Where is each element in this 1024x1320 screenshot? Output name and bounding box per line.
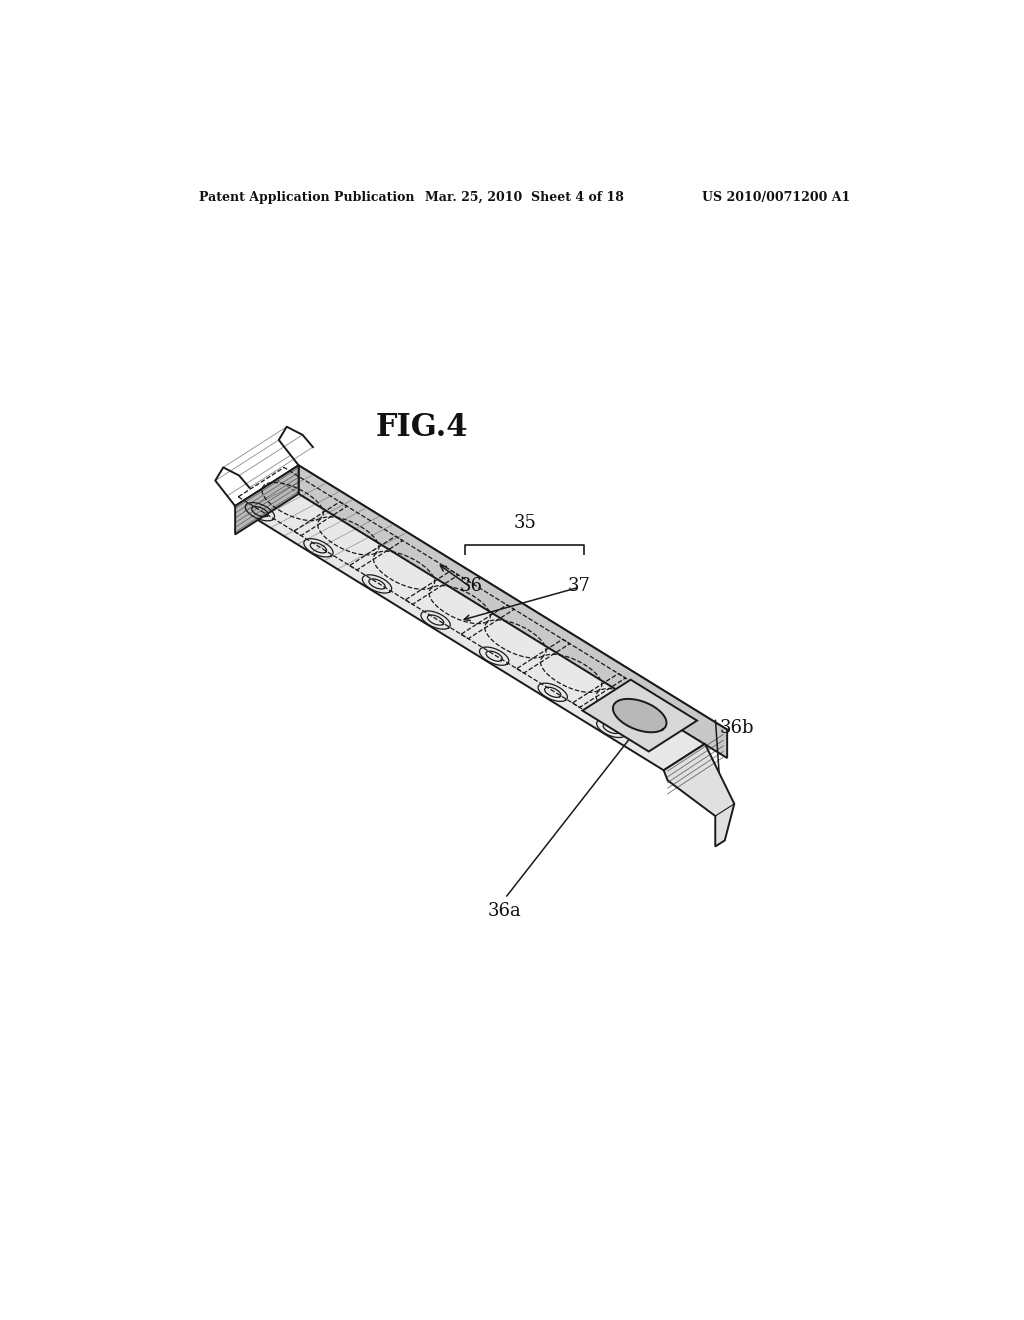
Polygon shape xyxy=(236,466,299,535)
Text: 35: 35 xyxy=(513,515,537,532)
Polygon shape xyxy=(583,680,697,751)
Text: US 2010/0071200 A1: US 2010/0071200 A1 xyxy=(701,191,850,203)
Polygon shape xyxy=(299,466,727,758)
Text: 37: 37 xyxy=(567,577,590,595)
Text: Patent Application Publication: Patent Application Publication xyxy=(200,191,415,203)
Text: 36: 36 xyxy=(460,577,482,595)
Polygon shape xyxy=(236,466,727,771)
Text: Mar. 25, 2010  Sheet 4 of 18: Mar. 25, 2010 Sheet 4 of 18 xyxy=(425,191,625,203)
Polygon shape xyxy=(664,744,734,846)
Text: 36b: 36b xyxy=(719,718,754,737)
Text: 36a: 36a xyxy=(488,902,522,920)
Text: FIG.4: FIG.4 xyxy=(376,412,468,444)
Polygon shape xyxy=(613,698,667,733)
